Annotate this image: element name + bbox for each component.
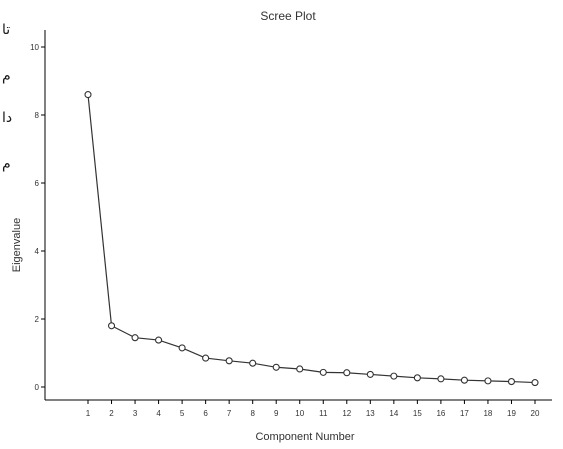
- y-tick-label: 2: [35, 315, 40, 324]
- side-text-line-3: دا: [2, 110, 13, 126]
- eigenvalue-line: [87, 94, 536, 384]
- data-point: [272, 363, 280, 371]
- x-tick-label: 8: [250, 409, 255, 418]
- data-point: [413, 374, 421, 382]
- x-tick-label: 20: [531, 409, 540, 418]
- data-point: [84, 91, 92, 99]
- x-tick-label: 12: [342, 409, 351, 418]
- data-point: [437, 375, 445, 383]
- x-tick-label: 11: [319, 409, 328, 418]
- x-tick-label: 5: [180, 409, 185, 418]
- x-tick-label: 13: [366, 409, 375, 418]
- y-tick-label: 6: [35, 179, 40, 188]
- x-tick-label: 15: [413, 409, 422, 418]
- y-tick-label: 8: [35, 111, 40, 120]
- x-tick-label: 6: [203, 409, 208, 418]
- x-tick-label: 10: [295, 409, 304, 418]
- x-tick-label: 3: [133, 409, 138, 418]
- data-point: [531, 379, 539, 387]
- data-point: [107, 322, 116, 330]
- data-point: [319, 368, 327, 376]
- x-ticks: 1 2 3 4 5 6 7 8 9 10 11 12 13 14 15 16 17 18 19 20: [86, 400, 540, 418]
- data-point: [507, 378, 516, 386]
- x-tick-label: 17: [460, 409, 469, 418]
- x-tick-label: 16: [436, 409, 445, 418]
- data-point: [484, 377, 492, 385]
- x-tick-label: 18: [483, 409, 492, 418]
- axes: [44, 30, 552, 401]
- x-axis-label: Component Number: [255, 431, 354, 443]
- side-text-line-1: تا: [2, 22, 11, 38]
- x-tick-label: 2: [109, 409, 114, 418]
- x-tick-label: 7: [227, 409, 232, 418]
- data-point: [460, 376, 468, 384]
- x-tick-label: 9: [274, 409, 279, 418]
- side-text-line-4: م: [2, 156, 11, 172]
- data-point: [366, 370, 374, 378]
- x-tick-label: 19: [507, 409, 516, 418]
- data-point: [343, 369, 351, 377]
- data-point: [225, 357, 233, 365]
- y-tick-label: 4: [35, 247, 40, 256]
- data-point: [296, 365, 304, 373]
- series-eigenvalues: [84, 91, 539, 387]
- y-tick-label: 0: [35, 383, 40, 392]
- x-tick-label: 1: [86, 409, 91, 418]
- x-tick-label: 4: [156, 409, 161, 418]
- data-point: [390, 372, 398, 380]
- y-tick-label: 10: [30, 43, 39, 52]
- y-axis-label: Eigenvalue: [11, 218, 23, 272]
- chart-title: Scree Plot: [260, 9, 316, 23]
- side-text-line-2: م: [2, 68, 11, 84]
- data-point: [131, 334, 139, 342]
- y-ticks: 0 2 4 6 8 10: [30, 43, 45, 392]
- data-point: [249, 359, 257, 367]
- data-point: [202, 354, 210, 362]
- x-tick-label: 14: [389, 409, 398, 418]
- data-point: [178, 344, 186, 352]
- data-point: [155, 336, 163, 344]
